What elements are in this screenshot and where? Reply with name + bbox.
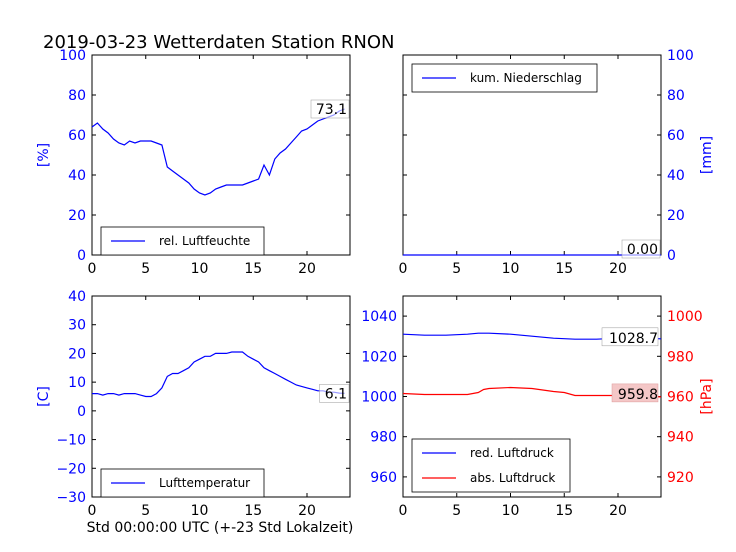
- value-label-box: [601, 327, 659, 347]
- x-tick-label: 5: [141, 261, 150, 277]
- series-line-0: [92, 351, 345, 398]
- x-tick-label: 10: [502, 261, 520, 277]
- y-tick-label-right: 920: [667, 470, 694, 486]
- series-line-0: [91, 108, 345, 196]
- x-tick-label: 5: [452, 261, 461, 277]
- legend-box: [411, 438, 571, 493]
- x-tick-label: 15: [244, 503, 262, 519]
- value-label-box: [621, 239, 661, 259]
- y-tick-label: 80: [68, 88, 86, 104]
- y-tick-label: 20: [68, 346, 86, 362]
- x-tick-label: 20: [609, 261, 627, 277]
- panel-top-right: 0 5 10 15 20 0 20 40 60 80 100 [mm] kum. Niederschla…: [399, 48, 715, 277]
- value-label-box: [319, 384, 350, 403]
- x-tick-label: 15: [555, 261, 573, 277]
- y-tick-label: 60: [667, 128, 685, 144]
- y-tick-label-right: 960: [667, 390, 694, 406]
- legend-entry: rel. Luftfeuchte: [159, 234, 250, 248]
- y-axis-label: [C]: [36, 386, 52, 407]
- value-label-box: [310, 99, 350, 119]
- last-value-label: 73.1: [316, 102, 347, 118]
- x-tick-label: 10: [502, 503, 520, 519]
- x-tick-label: 5: [141, 503, 150, 519]
- y-tick-label: 20: [68, 208, 86, 224]
- y-tick-label-right: 1000: [667, 309, 703, 325]
- y-tick-label-right: 980: [667, 349, 694, 365]
- x-tick-label: 0: [399, 261, 408, 277]
- y-tick-label: 0: [77, 248, 86, 264]
- legend-entry: Lufttemperatur: [159, 476, 250, 490]
- x-tick-label: 0: [88, 503, 97, 519]
- y-tick-label: 30: [68, 318, 86, 334]
- y-tick-label-left: 1000: [361, 390, 397, 406]
- y-tick-label: 80: [667, 88, 685, 104]
- y-tick-label-left: 980: [370, 430, 397, 446]
- y-tick-label-right: 940: [667, 430, 694, 446]
- last-value-label-abs-luftdruck: 959.8: [618, 387, 658, 403]
- figure-title: 2019-03-23 Wetterdaten Station RNON: [43, 32, 394, 53]
- y-tick-label: 100: [59, 48, 86, 64]
- y-tick-label: 40: [68, 289, 86, 305]
- y-axis-label: [hPa]: [699, 378, 715, 414]
- y-tick-label: 40: [667, 168, 685, 184]
- series-line-1: [402, 386, 662, 398]
- panel-bottom-left: 0 5 10 15 20 −30 −20 −10 0 10 20 30 40 [C] Lufttempera…: [36, 289, 351, 519]
- y-tick-label: −20: [56, 461, 86, 477]
- y-tick-label: 0: [77, 404, 86, 420]
- y-tick-label: 60: [68, 128, 86, 144]
- y-axis-label: [%]: [36, 143, 52, 167]
- y-tick-label-left: 1020: [361, 349, 397, 365]
- x-tick-label: 10: [191, 261, 209, 277]
- x-axis-label: Std 00:00:00 UTC (+-23 Std Lokalzeit): [87, 520, 354, 536]
- y-tick-label: 100: [667, 48, 694, 64]
- y-tick-label-left: 1040: [361, 309, 397, 325]
- y-tick-label-left: 960: [370, 470, 397, 486]
- x-tick-label: 0: [88, 261, 97, 277]
- y-tick-label: −30: [56, 490, 86, 506]
- y-tick-label: 40: [68, 168, 86, 184]
- panel-top-left: 0 5 10 15 20 0 20 40 60 80 100 [%] rel. Luftfeuchte 7…: [36, 48, 351, 277]
- last-value-label-red-luftdruck: 1028.7: [609, 331, 658, 347]
- x-tick-label: 20: [298, 503, 316, 519]
- y-tick-label: −10: [56, 433, 86, 449]
- x-tick-label: 0: [399, 503, 408, 519]
- x-tick-label: 15: [244, 261, 262, 277]
- y-tick-label: 20: [667, 208, 685, 224]
- x-tick-label: 10: [191, 503, 209, 519]
- x-tick-label: 15: [555, 503, 573, 519]
- last-value-label: 6.1: [325, 386, 347, 402]
- panel-bottom-right: 0 5 10 15 20 960 980 1000 1020 1040 920 940 960 980 10…: [361, 295, 715, 519]
- x-tick-label: 20: [609, 503, 627, 519]
- legend-entry: abs. Luftdruck: [470, 471, 555, 485]
- legend-entry: kum. Niederschlag: [470, 71, 582, 85]
- y-tick-label: 0: [667, 248, 676, 264]
- x-tick-label: 20: [298, 261, 316, 277]
- last-value-label: 0.00: [627, 242, 658, 258]
- y-axis-label: [mm]: [699, 136, 715, 174]
- value-label-box-red: [611, 383, 659, 403]
- y-tick-label: 10: [68, 375, 86, 391]
- x-tick-label: 5: [452, 503, 461, 519]
- legend-entry: red. Luftdruck: [470, 446, 554, 460]
